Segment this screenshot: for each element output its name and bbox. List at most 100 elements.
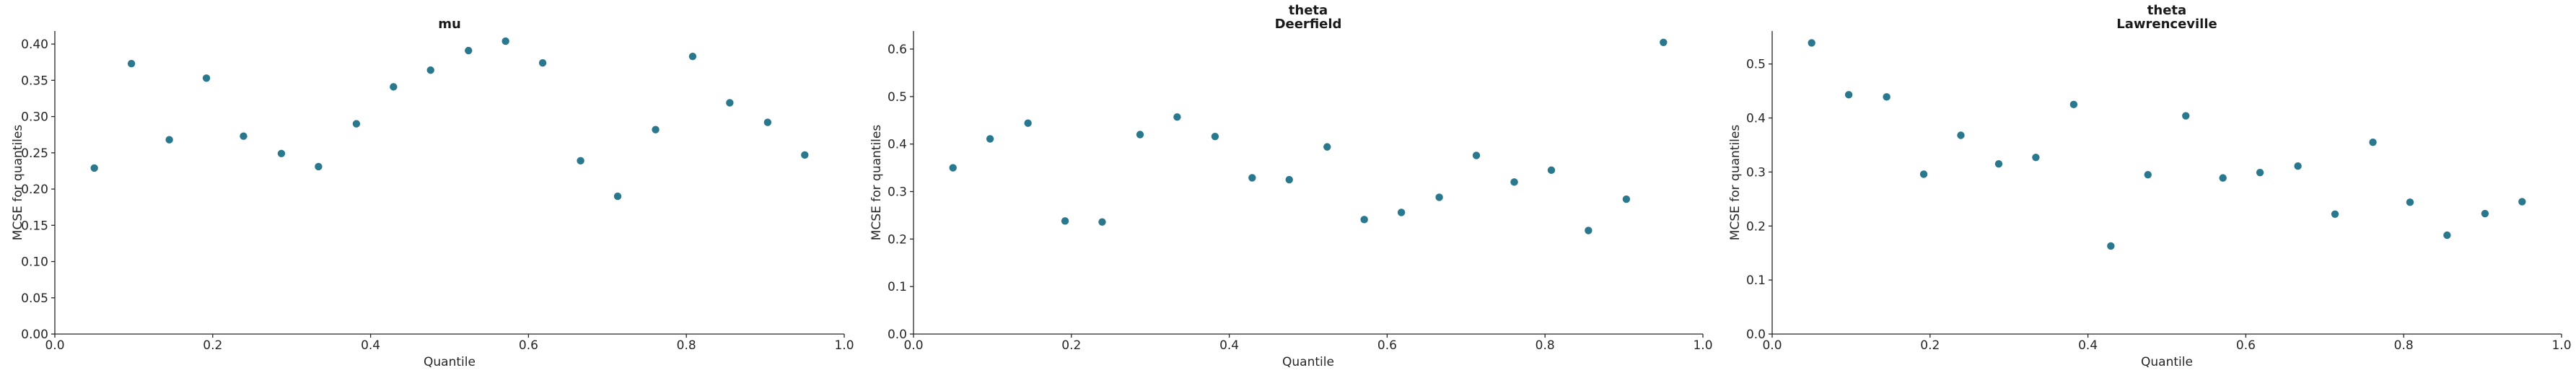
data-point [1397, 209, 1406, 216]
data-point [277, 149, 286, 158]
y-tick-label: 0.3 [1746, 165, 1766, 180]
data-point [2182, 112, 2190, 120]
data-point [1323, 143, 1331, 151]
x-axis-label: Quantile [424, 355, 476, 369]
panel-title-theta-lawrenceville: theta Lawrenceville [2116, 3, 2217, 32]
x-tick-label: 0.6 [2236, 338, 2256, 353]
y-tick-label: 0.4 [888, 138, 907, 152]
y-tick-label: 0.40 [21, 38, 48, 52]
data-point [763, 118, 772, 126]
y-tick-label: 0.0 [1746, 328, 1766, 342]
data-point [986, 135, 994, 143]
x-tick-label: 0.8 [2394, 338, 2414, 353]
data-point [1136, 131, 1144, 139]
data-point [202, 74, 211, 82]
y-tick-label: 0.15 [21, 219, 48, 233]
data-point [315, 162, 323, 171]
data-point [2219, 174, 2227, 182]
panel-mu: mu 0.0 0.2 0.4 0.6 0.8 1.0 0.00 0.05 0.10 0.15 0.2… [0, 0, 859, 373]
data-point [1061, 217, 1069, 225]
data-point [426, 66, 434, 74]
data-point [2481, 209, 2489, 218]
x-tick-label: 1.0 [1693, 338, 1712, 353]
data-point [1285, 175, 1293, 184]
data-point [1510, 178, 1518, 186]
data-point [352, 120, 361, 128]
x-tick-label: 0.6 [1377, 338, 1397, 353]
x-tick-label: 0.2 [1061, 338, 1081, 353]
x-tick-label: 0.8 [677, 338, 696, 353]
data-point [1211, 132, 1219, 141]
data-point [1919, 170, 1928, 178]
data-point [2107, 242, 2115, 250]
x-tick-label: 1.0 [834, 338, 854, 353]
mcse-scatter-theta-lawrenceville: 0.0 0.2 0.4 0.6 0.8 1.0 0.0 0.1 0.2 0.3 0.4 0.5 Quan… [1728, 31, 2572, 369]
data-point [165, 136, 173, 144]
y-tick-label: 0.20 [21, 183, 48, 197]
x-tick-label: 1.0 [2551, 338, 2571, 353]
data-point [1248, 174, 1256, 182]
y-tick-label: 0.6 [888, 43, 907, 57]
data-point [390, 83, 398, 91]
y-tick-label: 0.35 [21, 74, 48, 88]
y-tick-label: 0.1 [888, 280, 907, 294]
y-tick-label: 0.00 [21, 328, 48, 342]
x-axis-label: Quantile [1282, 355, 1334, 369]
panel-theta-lawrenceville: theta Lawrenceville 0.0 0.2 0.4 0.6 0.8 1.0 0.… [1717, 0, 2576, 373]
data-point [1024, 119, 1032, 127]
data-point [2518, 198, 2526, 206]
data-point [1883, 93, 1891, 101]
data-point [949, 164, 957, 172]
data-point [2294, 162, 2302, 170]
panel-theta-deerfield: theta Deerfield 0.0 0.2 0.4 0.6 0.8 1.0 0.0 0.1… [859, 0, 1717, 373]
y-axis-label: MCSE for quantiles [11, 125, 25, 241]
y-tick-label: 0.05 [21, 291, 48, 306]
y-tick-label: 0.30 [21, 110, 48, 125]
data-point [90, 164, 98, 172]
y-axis-label: MCSE for quantiles [869, 125, 884, 241]
data-point [1098, 218, 1106, 226]
data-point [2069, 100, 2078, 109]
data-point [127, 60, 136, 68]
data-point [538, 59, 547, 67]
y-tick-label: 0.0 [888, 328, 907, 342]
data-point [613, 192, 622, 201]
x-tick-label: 0.0 [903, 338, 923, 353]
data-point [1585, 227, 1593, 234]
data-point [1360, 216, 1368, 224]
data-point [501, 37, 509, 45]
panel-title-theta-deerfield: theta Deerfield [1274, 3, 1342, 32]
y-tick-label: 0.5 [888, 90, 907, 105]
data-point [1435, 193, 1443, 201]
mcse-scatter-mu: 0.0 0.2 0.4 0.6 0.8 1.0 0.00 0.05 0.10 0.15 0.20 0.… [11, 31, 854, 369]
data-point [2256, 168, 2264, 177]
x-tick-label: 0.4 [361, 338, 380, 353]
data-point [1622, 195, 1631, 203]
y-tick-label: 0.25 [21, 146, 48, 161]
data-point [465, 46, 473, 55]
data-point [2331, 210, 2339, 218]
y-tick-label: 0.5 [1746, 58, 1766, 72]
x-tick-label: 0.2 [1920, 338, 1940, 353]
data-point [652, 126, 660, 133]
x-axis-label: Quantile [2141, 355, 2193, 369]
y-tick-label: 0.3 [888, 185, 907, 200]
x-tick-label: 0.0 [1762, 338, 1782, 353]
data-point [801, 151, 809, 159]
data-point [2369, 139, 2377, 146]
y-tick-label: 0.2 [888, 232, 907, 247]
data-point [1547, 166, 1556, 175]
x-tick-label: 0.0 [45, 338, 64, 353]
y-tick-label: 0.4 [1746, 112, 1766, 126]
x-tick-label: 0.4 [2078, 338, 2098, 353]
data-point [1660, 38, 1668, 46]
data-point [2032, 153, 2040, 162]
data-point [577, 157, 584, 165]
data-point [2406, 198, 2414, 206]
x-tick-label: 0.2 [203, 338, 222, 353]
data-point [2443, 231, 2451, 240]
x-tick-label: 0.8 [1535, 338, 1555, 353]
y-tick-label: 0.1 [1746, 273, 1766, 288]
data-point [1957, 131, 1965, 139]
